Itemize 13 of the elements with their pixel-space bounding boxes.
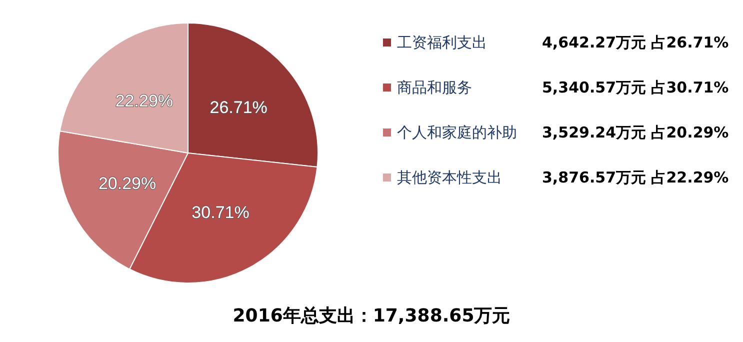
legend-label: 商品和服务 [397, 78, 472, 96]
text: 3,529.24万元 占20.29% [542, 124, 729, 142]
data-label: 22.29% [115, 92, 174, 110]
data-label: 30.71% [192, 203, 250, 222]
text: 2016年总支出：17,388.65万元 [232, 306, 510, 326]
data-label: 20.29% [98, 174, 156, 194]
text: 5,340.57万元 占30.71% [542, 78, 729, 96]
text: 4,642.27万元 占26.71% [542, 34, 729, 52]
legend-label: 工资福利支出 [397, 34, 487, 52]
legend-label: 其他资本性支出 [397, 168, 502, 186]
text: 3,876.57万元 占22.29% [542, 168, 729, 186]
legend-label: 个人和家庭的补助 [397, 124, 517, 142]
data-label: 26.71% [210, 98, 268, 118]
